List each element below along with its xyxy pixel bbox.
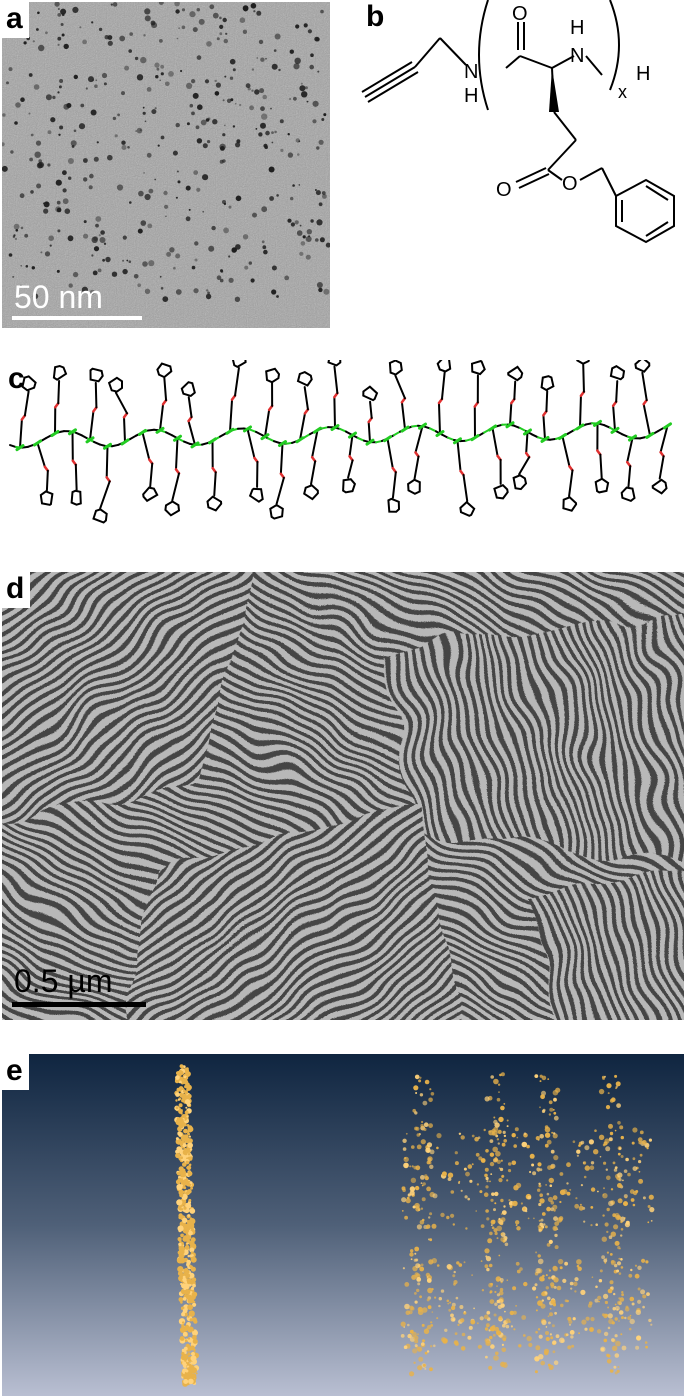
scale-bar-d-text: 0.5 µm (14, 963, 112, 999)
subscript-x: x (618, 82, 627, 102)
atom-h-end: H (636, 63, 650, 85)
panel-d: 0.5 µm d (2, 572, 684, 1020)
panel-e: e (2, 1054, 684, 1396)
atom-o-ester: O (562, 173, 578, 195)
tem-image-a: 50 nm (2, 2, 330, 328)
molecular-model (9, 360, 672, 524)
atom-n-left: N (464, 61, 478, 83)
panel-a: 50 nm a (2, 2, 330, 328)
render-3d-e (2, 1054, 684, 1396)
panel-label-c: c (8, 362, 25, 395)
atom-o-ester-carbonyl: O (496, 179, 512, 201)
scale-bar-a-text: 50 nm (14, 279, 103, 315)
fingerprint-image-d: 0.5 µm (2, 572, 684, 1020)
panel-label-b: b (366, 0, 385, 33)
panel-c: c (0, 360, 685, 540)
atom-h-left: H (464, 85, 478, 107)
panel-label-e: e (2, 1054, 29, 1090)
chemical-structure: O H N H x N H O O (361, 0, 675, 244)
panel-label-a: a (2, 2, 29, 38)
panel-b: b (340, 0, 680, 320)
atom-n-top: N (570, 45, 584, 67)
scale-bar-d-line (12, 1002, 146, 1007)
atom-o-amide: O (512, 3, 528, 25)
panel-label-d: d (2, 572, 31, 608)
atom-h-top: H (570, 17, 584, 39)
scale-bar-a-line (12, 316, 142, 320)
